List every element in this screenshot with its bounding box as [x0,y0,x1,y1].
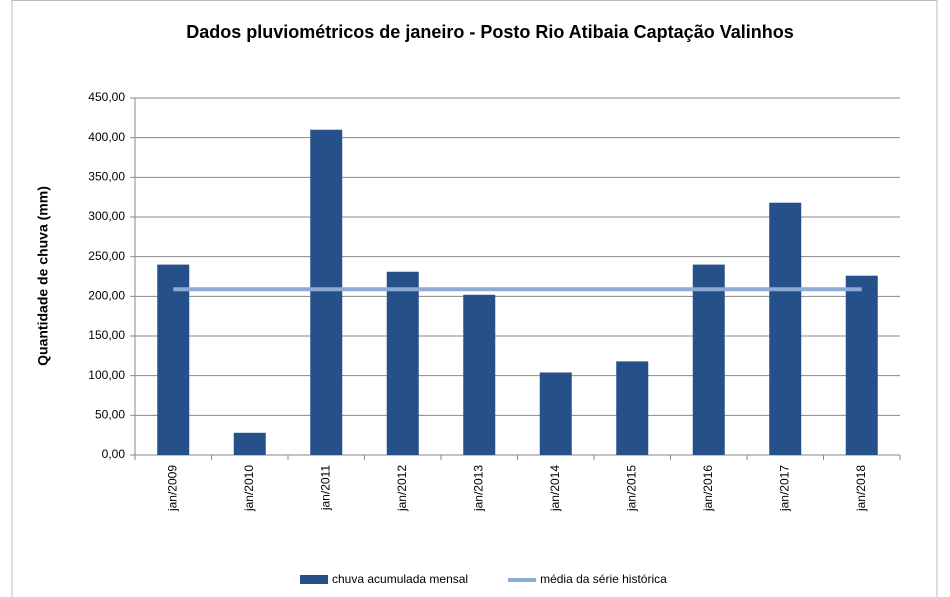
x-tick-label: jan/2009 [165,465,179,512]
y-tick-label: 200,00 [88,289,125,303]
legend-label: chuva acumulada mensal [332,572,468,586]
y-tick-label: 250,00 [88,249,125,263]
bar [616,361,649,455]
x-tick-label: jan/2017 [777,465,791,512]
bar [845,275,878,455]
y-axis-title: Quantidade de chuva (mm) [35,186,51,366]
bar [463,294,496,455]
legend-swatch [300,575,328,584]
x-tick-label: jan/2010 [242,465,256,512]
bar [157,264,190,455]
y-tick-label: 350,00 [88,170,125,184]
x-tick-label: jan/2012 [395,465,409,512]
chart-frame [11,0,938,597]
chart-title: Dados pluviométricos de janeiro - Posto … [186,22,793,42]
y-tick-label: 150,00 [88,328,125,342]
x-tick-label: jan/2015 [624,465,638,512]
bar [233,432,266,455]
x-tick-label: jan/2014 [548,465,562,512]
y-tick-label: 300,00 [88,209,125,223]
y-tick-label: 0,00 [102,447,126,461]
legend-label: média da série histórica [540,572,667,586]
bar [386,271,419,455]
bar [310,129,343,455]
x-tick-label: jan/2016 [701,465,715,512]
x-tick-label: jan/2011 [318,465,332,511]
y-tick-label: 100,00 [88,368,125,382]
y-tick-label: 400,00 [88,130,125,144]
bar [539,372,572,455]
y-tick-label: 450,00 [88,90,125,104]
y-tick-label: 50,00 [95,408,125,422]
x-tick-label: jan/2018 [854,465,868,512]
bar [769,202,802,455]
bar [692,264,725,455]
x-tick-label: jan/2013 [471,465,485,512]
